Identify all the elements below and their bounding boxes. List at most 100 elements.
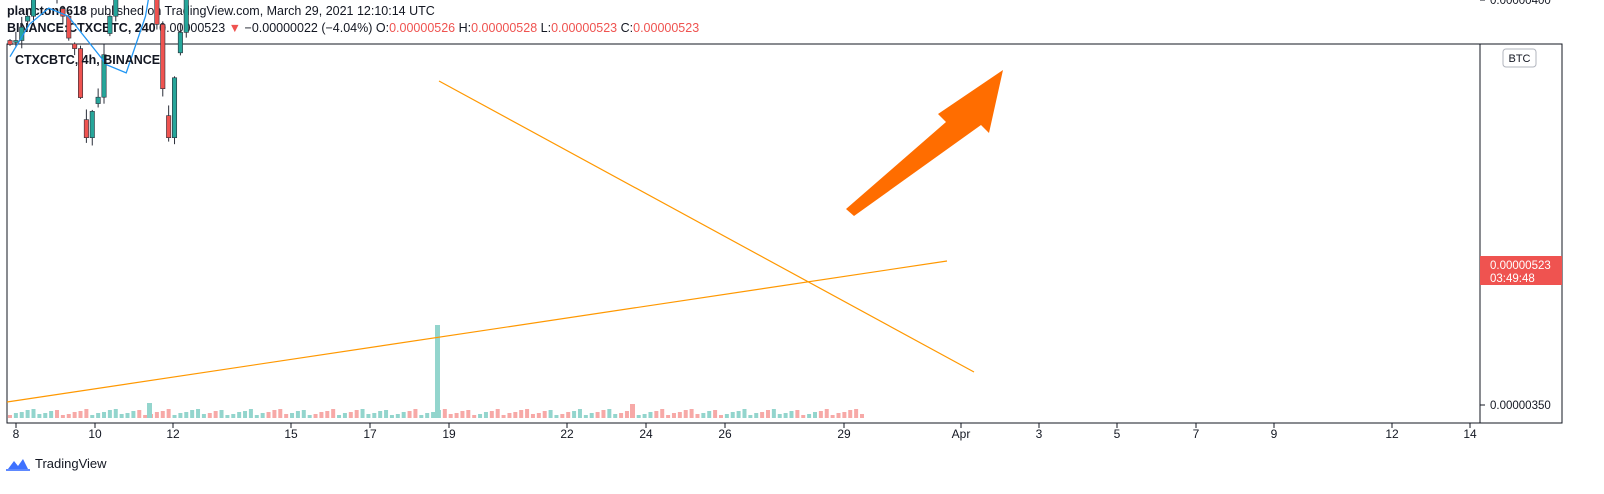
volume-bar	[542, 411, 547, 418]
volume-bar	[642, 414, 647, 418]
price-change: −0.00000022 (−4.04%)	[244, 21, 373, 35]
volume-bar	[348, 412, 353, 418]
volume-bar	[736, 411, 741, 418]
volume-bar	[354, 410, 359, 418]
volume-bar	[660, 409, 665, 418]
volume-bar	[536, 413, 541, 418]
last-price-label: 0.00000523	[1490, 260, 1551, 272]
volume-bar	[19, 412, 24, 418]
volume-bar	[454, 413, 459, 418]
volume-bar	[836, 413, 841, 418]
volume-bar	[231, 414, 236, 418]
high-value: 0.00000528	[471, 21, 538, 35]
volume-bar	[619, 413, 624, 418]
volume-bar	[237, 412, 242, 418]
volume-bar	[295, 411, 300, 418]
volume-bar	[325, 411, 330, 418]
volume-bar	[548, 410, 553, 418]
volume-bar	[583, 415, 588, 418]
volume-bar	[37, 414, 42, 418]
volume-bar	[489, 411, 494, 418]
volume-bar	[43, 413, 48, 418]
volume-bar	[501, 415, 506, 418]
volume-bar	[771, 409, 776, 418]
volume-bar	[507, 413, 512, 418]
volume-bar	[290, 413, 295, 418]
volume-bar	[184, 412, 189, 418]
tradingview-brand[interactable]: TradingView	[35, 456, 107, 471]
x-tick-label: 5	[1114, 427, 1121, 441]
y-tick-label: 0.00000350	[1490, 400, 1551, 412]
target-arrow-icon	[846, 70, 1003, 216]
x-tick-label: Apr	[952, 427, 971, 441]
currency-badge	[1502, 48, 1537, 68]
volume-bar	[854, 409, 859, 418]
candle-down	[83, 119, 89, 138]
volume-bar	[689, 409, 694, 418]
candle-up	[101, 54, 107, 98]
volume-bar	[225, 415, 230, 418]
volume-bar	[419, 415, 424, 418]
published-text: published on TradingView.com, March 29, …	[90, 4, 435, 18]
volume-bar	[842, 412, 847, 418]
volume-bar	[272, 410, 277, 418]
volume-bar	[483, 412, 488, 418]
author-name[interactable]: plancton0618	[7, 4, 87, 18]
candle-up	[183, 0, 189, 33]
candle-down	[78, 48, 84, 98]
volume-bar	[560, 414, 565, 418]
volume-bar	[495, 409, 500, 418]
volume-bar	[319, 412, 324, 418]
candle-down	[7, 40, 13, 45]
volume-bar	[807, 414, 812, 418]
candle-up	[89, 111, 95, 139]
volume-bar	[413, 409, 418, 418]
volume-bar	[313, 414, 318, 418]
x-tick-label: 9	[1271, 427, 1278, 441]
volume-bar	[812, 412, 817, 418]
volume-bar	[472, 415, 477, 418]
volume-bar	[607, 409, 612, 418]
volume-bar	[748, 415, 753, 418]
candle-up	[31, 0, 37, 17]
volume-bar	[683, 410, 688, 418]
volume-bar	[448, 414, 453, 418]
tradingview-footer: TradingView	[6, 456, 107, 471]
x-tick-label: 19	[442, 427, 456, 441]
volume-bar	[577, 409, 582, 418]
candle-up	[177, 32, 183, 54]
symbol-full: BINANCE:CTXCBTC, 240	[7, 21, 156, 35]
volume-bar	[566, 412, 571, 418]
candle-up	[107, 15, 113, 34]
volume-bar	[131, 411, 136, 418]
volume-bar	[431, 412, 436, 418]
volume-bar	[143, 415, 148, 418]
down-arrow-icon: ▼	[228, 21, 242, 35]
volume-bar	[589, 413, 594, 418]
volume-bar	[147, 403, 152, 418]
volume-bar	[372, 413, 377, 418]
x-tick-label: 22	[560, 427, 574, 441]
volume-bar	[137, 410, 142, 418]
x-tick-label: 12	[166, 427, 180, 441]
volume-bar	[818, 411, 823, 418]
volume-bar	[102, 412, 107, 418]
y-tick-label: 0.00000400	[1490, 0, 1551, 7]
candle-up	[95, 96, 101, 104]
chart-frame	[6, 43, 1563, 424]
candle-down	[154, 0, 160, 25]
volume-bar	[572, 411, 577, 418]
x-tick-label: 3	[1036, 427, 1043, 441]
volume-bar	[777, 414, 782, 418]
volume-bar	[49, 411, 54, 418]
volume-bar	[160, 411, 165, 418]
volume-bar	[107, 410, 112, 418]
volume-bar	[654, 411, 659, 418]
x-tick-label: 26	[718, 427, 732, 441]
volume-bar	[119, 414, 124, 418]
volume-bar	[90, 415, 95, 418]
volume-bar	[695, 414, 700, 418]
volume-bar	[401, 412, 406, 418]
volume-bar	[718, 415, 723, 418]
